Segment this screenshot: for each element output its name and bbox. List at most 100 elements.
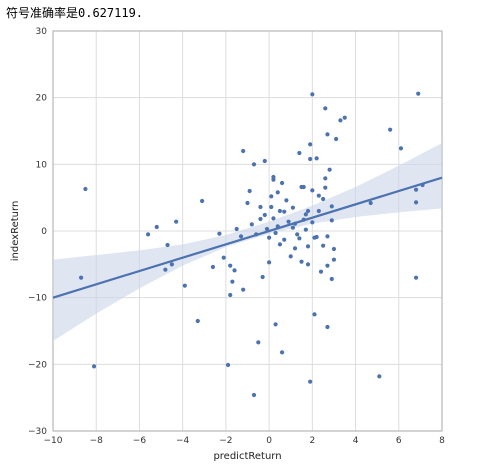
data-point bbox=[323, 106, 328, 111]
confidence-band bbox=[53, 143, 442, 341]
y-tick-label: −10 bbox=[28, 294, 47, 304]
data-point bbox=[245, 200, 250, 206]
data-point bbox=[305, 244, 311, 249]
y-tick-label: −20 bbox=[28, 360, 47, 370]
data-point bbox=[297, 150, 302, 156]
data-point bbox=[256, 340, 261, 345]
data-point bbox=[310, 92, 315, 97]
data-point bbox=[329, 204, 334, 209]
y-tick-label: 0 bbox=[41, 227, 47, 237]
data-point bbox=[282, 237, 287, 242]
data-point bbox=[368, 200, 373, 206]
data-point bbox=[305, 262, 311, 267]
data-point bbox=[318, 269, 324, 274]
y-tick-label: 10 bbox=[36, 160, 48, 170]
data-point bbox=[295, 232, 300, 237]
data-point bbox=[228, 292, 233, 298]
data-point bbox=[182, 283, 187, 288]
data-point bbox=[329, 276, 334, 282]
data-point bbox=[232, 268, 237, 273]
data-point bbox=[241, 287, 246, 292]
data-point bbox=[310, 220, 315, 225]
data-point bbox=[279, 350, 285, 355]
data-point bbox=[292, 246, 298, 251]
data-point bbox=[195, 318, 200, 324]
data-point bbox=[260, 274, 265, 280]
data-point bbox=[78, 275, 84, 280]
data-point bbox=[163, 267, 168, 272]
data-point bbox=[230, 279, 235, 284]
data-point bbox=[288, 254, 293, 259]
data-point bbox=[413, 275, 419, 280]
data-point bbox=[338, 118, 343, 123]
data-point bbox=[271, 216, 276, 221]
data-point bbox=[413, 187, 419, 192]
data-point bbox=[273, 230, 278, 236]
data-point bbox=[301, 184, 306, 190]
data-point bbox=[327, 167, 332, 172]
data-point bbox=[325, 324, 330, 330]
data-point bbox=[234, 226, 239, 232]
data-point bbox=[284, 198, 289, 203]
data-point bbox=[321, 243, 326, 248]
data-point bbox=[377, 374, 382, 379]
data-point bbox=[413, 200, 419, 205]
data-point bbox=[241, 148, 246, 154]
data-point bbox=[398, 146, 404, 151]
data-point bbox=[262, 158, 267, 164]
data-point bbox=[308, 142, 313, 147]
data-point bbox=[273, 322, 278, 327]
data-point bbox=[267, 235, 272, 240]
data-point bbox=[323, 185, 328, 190]
data-point bbox=[228, 263, 233, 268]
data-point bbox=[279, 180, 285, 186]
data-point bbox=[286, 219, 291, 224]
data-point bbox=[169, 262, 174, 267]
data-points bbox=[78, 91, 425, 398]
data-point bbox=[314, 156, 319, 161]
data-point bbox=[416, 91, 421, 96]
data-point bbox=[325, 132, 330, 137]
data-point bbox=[210, 264, 216, 270]
data-point bbox=[269, 194, 274, 199]
data-point bbox=[174, 219, 179, 224]
data-point bbox=[325, 263, 330, 268]
data-point bbox=[264, 226, 270, 232]
data-point bbox=[251, 162, 257, 167]
data-point bbox=[83, 186, 88, 192]
data-point bbox=[325, 234, 330, 239]
y-tick-label: 30 bbox=[36, 27, 48, 37]
accuracy-text: 符号准确率是0.627119. bbox=[6, 6, 144, 20]
data-point bbox=[271, 177, 276, 182]
data-point bbox=[308, 379, 313, 384]
data-point bbox=[314, 234, 319, 240]
regression-line bbox=[52, 176, 443, 299]
data-point bbox=[282, 209, 287, 214]
y-axis-label: indexReturn bbox=[10, 201, 21, 262]
x-tick-label: −2 bbox=[219, 436, 232, 446]
x-tick-label: −6 bbox=[133, 436, 147, 446]
data-point bbox=[342, 115, 347, 120]
data-point bbox=[217, 231, 222, 236]
data-point bbox=[321, 196, 326, 202]
x-tick-label: 4 bbox=[353, 436, 359, 446]
data-point bbox=[290, 225, 295, 230]
x-tick-label: −8 bbox=[90, 436, 104, 446]
data-point bbox=[275, 190, 280, 195]
data-point bbox=[225, 362, 231, 368]
x-tick-label: −10 bbox=[44, 436, 63, 446]
data-point bbox=[251, 392, 257, 398]
data-point bbox=[277, 242, 283, 247]
data-point bbox=[91, 364, 97, 369]
x-tick-label: 6 bbox=[396, 436, 402, 446]
data-point bbox=[323, 176, 328, 181]
data-point bbox=[277, 208, 283, 214]
data-point bbox=[297, 236, 302, 241]
data-point bbox=[154, 224, 159, 230]
data-point bbox=[310, 188, 315, 193]
data-point bbox=[308, 156, 313, 162]
x-tick-label: −4 bbox=[176, 436, 190, 446]
data-point bbox=[388, 127, 393, 132]
